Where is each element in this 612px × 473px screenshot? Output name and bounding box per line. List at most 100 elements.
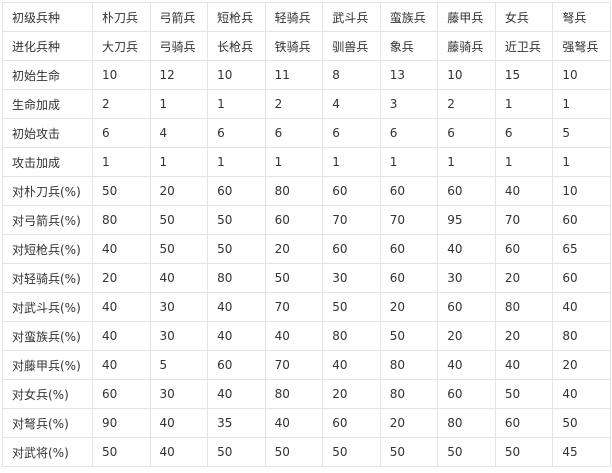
table-cell: 6 <box>379 118 439 148</box>
table-cell: 6 <box>437 118 496 148</box>
table-cell: 50 <box>92 437 151 467</box>
table-cell: 6 <box>494 118 554 148</box>
table-cell: 1 <box>437 147 496 177</box>
table-cell: 40 <box>264 408 324 438</box>
table-cell: 80 <box>322 321 381 351</box>
table-cell: 60 <box>437 292 496 322</box>
table-cell: 60 <box>552 205 611 235</box>
row-label: 对朴刀兵(%) <box>2 176 93 206</box>
table-cell: 40 <box>437 350 496 380</box>
row-label: 对弓箭兵(%) <box>2 205 93 235</box>
table-row: 攻击加成 1 1 1 1 1 1 1 1 1 <box>2 147 611 177</box>
table-cell: 1 <box>322 147 381 177</box>
table-cell: 15 <box>494 60 554 90</box>
table-cell: 弩兵 <box>552 2 611 32</box>
table-cell: 20 <box>264 234 324 264</box>
table-cell: 20 <box>494 321 554 351</box>
table-row: 对武斗兵(%) 40 30 40 70 50 20 60 80 40 <box>2 292 611 322</box>
table-cell: 50 <box>264 263 324 293</box>
table-cell: 20 <box>494 263 554 293</box>
table-row: 初始生命 10 12 10 11 8 13 10 15 10 <box>2 60 611 90</box>
table-cell: 35 <box>207 408 266 438</box>
table-cell: 20 <box>552 350 611 380</box>
table-cell: 30 <box>322 263 381 293</box>
row-label: 初级兵种 <box>2 2 93 32</box>
row-label: 对女兵(%) <box>2 379 93 409</box>
table-cell: 1 <box>207 89 266 119</box>
table-cell: 30 <box>437 263 496 293</box>
row-label: 对蛮族兵(%) <box>2 321 93 351</box>
table-cell: 6 <box>322 118 381 148</box>
table-cell: 1 <box>494 89 554 119</box>
table-cell: 2 <box>92 89 151 119</box>
table-cell: 50 <box>207 234 266 264</box>
table-cell: 50 <box>149 234 209 264</box>
table-cell: 6 <box>92 118 151 148</box>
table-cell: 40 <box>207 292 266 322</box>
table-cell: 藤甲兵 <box>437 2 496 32</box>
table-cell: 30 <box>149 379 209 409</box>
table-cell: 1 <box>149 89 209 119</box>
table-cell: 20 <box>379 292 439 322</box>
table-cell: 11 <box>264 60 324 90</box>
table-row: 对轻骑兵(%) 20 40 80 50 30 60 30 20 60 <box>2 263 611 293</box>
table-cell: 10 <box>92 60 151 90</box>
table-cell: 80 <box>437 408 496 438</box>
table-row: 进化兵种 大刀兵 弓骑兵 长枪兵 铁骑兵 驯兽兵 象兵 藤骑兵 近卫兵 强弩兵 <box>2 31 611 61</box>
table-cell: 50 <box>322 292 381 322</box>
table-cell: 6 <box>264 118 324 148</box>
table-cell: 4 <box>322 89 381 119</box>
table-cell: 80 <box>207 263 266 293</box>
table-cell: 40 <box>264 321 324 351</box>
table-cell: 60 <box>379 176 439 206</box>
table-cell: 20 <box>92 263 151 293</box>
table-row: 对蛮族兵(%) 40 30 40 40 80 50 20 20 80 <box>2 321 611 351</box>
row-label: 攻击加成 <box>2 147 93 177</box>
table-cell: 60 <box>322 176 381 206</box>
table-cell: 象兵 <box>379 31 439 61</box>
table-cell: 80 <box>92 205 151 235</box>
table-cell: 2 <box>437 89 496 119</box>
table-row: 对弓箭兵(%) 80 50 50 60 70 70 95 70 60 <box>2 205 611 235</box>
table-cell: 1 <box>149 147 209 177</box>
row-label: 初始生命 <box>2 60 93 90</box>
table-cell: 5 <box>149 350 209 380</box>
table-cell: 60 <box>494 234 554 264</box>
table-cell: 铁骑兵 <box>264 31 324 61</box>
table-cell: 50 <box>264 437 324 467</box>
table-cell: 40 <box>494 350 554 380</box>
table-cell: 40 <box>207 321 266 351</box>
table-cell: 50 <box>92 176 151 206</box>
table-cell: 1 <box>552 89 611 119</box>
table-cell: 60 <box>437 379 496 409</box>
table-cell: 60 <box>207 350 266 380</box>
table-cell: 40 <box>149 263 209 293</box>
table-cell: 80 <box>264 176 324 206</box>
table-cell: 95 <box>437 205 496 235</box>
table-cell: 驯兽兵 <box>322 31 381 61</box>
table-cell: 长枪兵 <box>207 31 266 61</box>
table-cell: 50 <box>494 437 554 467</box>
table-cell: 12 <box>149 60 209 90</box>
table-cell: 80 <box>379 350 439 380</box>
table-cell: 40 <box>149 437 209 467</box>
table-cell: 20 <box>149 176 209 206</box>
table-cell: 40 <box>552 292 611 322</box>
row-label: 对藤甲兵(%) <box>2 350 93 380</box>
table-cell: 70 <box>264 350 324 380</box>
table-cell: 10 <box>552 60 611 90</box>
table-cell: 弓箭兵 <box>149 2 209 32</box>
table-cell: 60 <box>207 176 266 206</box>
table-cell: 1 <box>207 147 266 177</box>
table-cell: 蛮族兵 <box>379 2 439 32</box>
table-cell: 40 <box>437 234 496 264</box>
row-label: 对短枪兵(%) <box>2 234 93 264</box>
row-label: 生命加成 <box>2 89 93 119</box>
table-cell: 40 <box>92 234 151 264</box>
table-cell: 10 <box>552 176 611 206</box>
table-cell: 20 <box>379 408 439 438</box>
table-row: 生命加成 2 1 1 2 4 3 2 1 1 <box>2 89 611 119</box>
table-cell: 70 <box>264 292 324 322</box>
table-row: 对短枪兵(%) 40 50 50 20 60 60 40 60 65 <box>2 234 611 264</box>
table-row: 对弩兵(%) 90 40 35 40 60 20 80 60 50 <box>2 408 611 438</box>
